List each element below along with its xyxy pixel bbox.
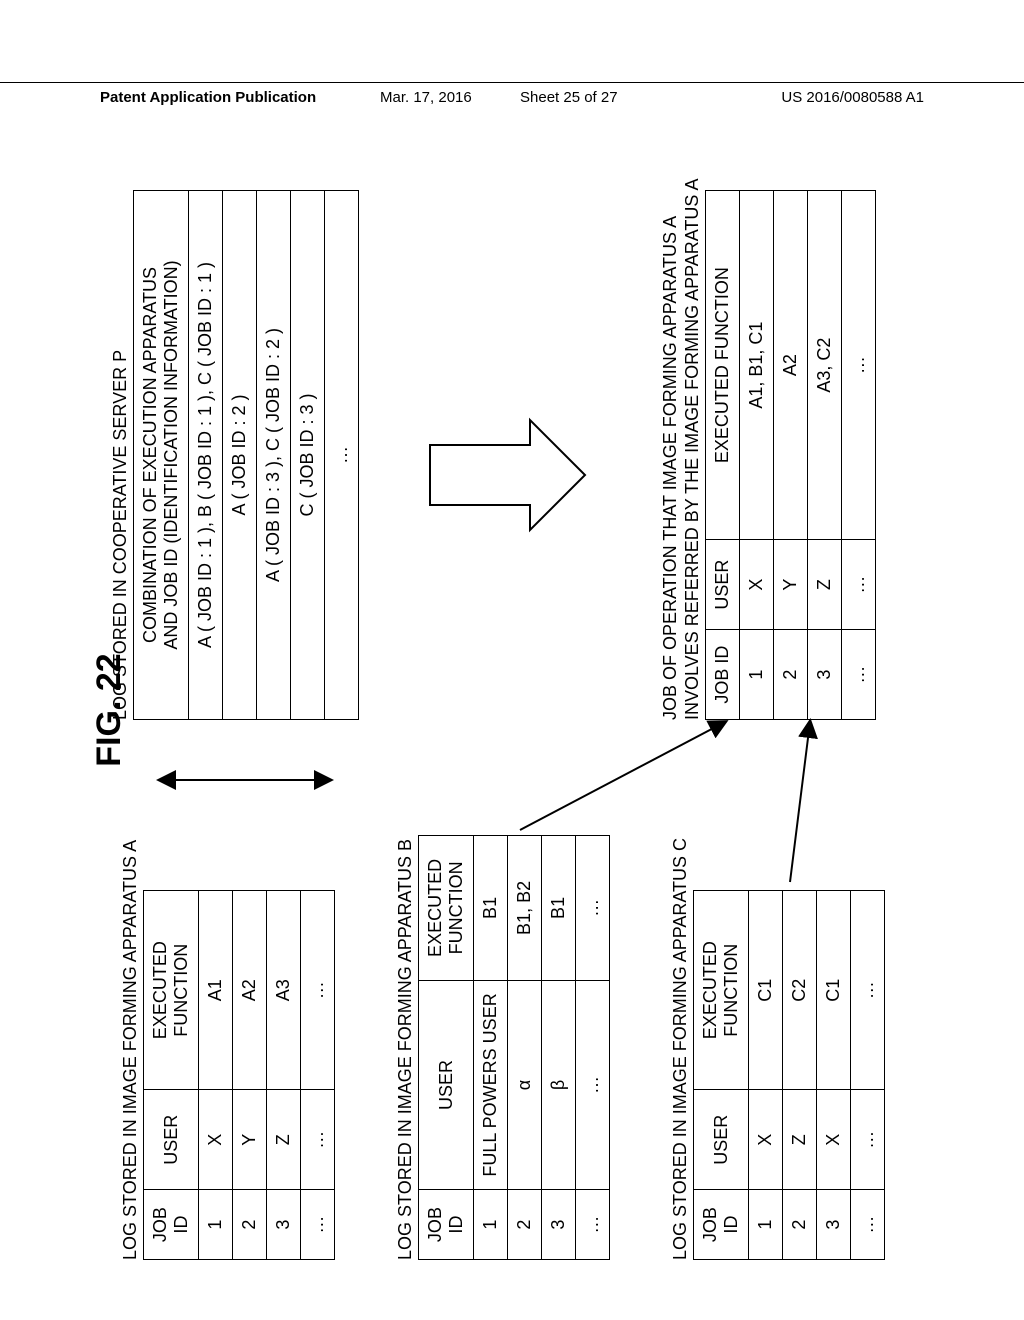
page: Patent Application Publication Mar. 17, …	[0, 0, 1024, 1320]
table-row: ………	[301, 891, 335, 1260]
block-apparatus-a: LOG STORED IN IMAGE FORMING APPARATUS A …	[120, 840, 335, 1260]
col-execfn: EXECUTED FUNCTION	[706, 191, 740, 540]
caption-p: LOG STORED IN COOPERATIVE SERVER P	[110, 190, 131, 720]
header-sheet: Sheet 25 of 27	[520, 89, 618, 106]
col-jobid: JOB ID	[419, 1190, 474, 1260]
table-row: ………	[842, 191, 876, 720]
table-header-row: JOB ID USER EXECUTED FUNCTION	[144, 891, 199, 1260]
rotated-figure: FIG. 22 LOG STORED IN IMAGE FORMING APPA…	[90, 160, 934, 1260]
header-pubno: US 2016/0080588 A1	[781, 89, 924, 106]
header-date: Mar. 17, 2016	[380, 89, 472, 106]
table-row: 1XA1	[199, 891, 233, 1260]
table-row: A ( JOB ID : 1 ), B ( JOB ID : 1 ), C ( …	[189, 191, 223, 720]
table-row: A ( JOB ID : 3 ), C ( JOB ID : 2 )	[257, 191, 291, 720]
figure-content: FIG. 22 LOG STORED IN IMAGE FORMING APPA…	[90, 160, 934, 1260]
table-row: ………	[576, 836, 610, 1260]
col-jobid: JOB ID	[144, 1190, 199, 1260]
table-apparatus-c: JOB ID USER EXECUTED FUNCTION 1XC1 2ZC2 …	[693, 890, 885, 1260]
page-header: Patent Application Publication Mar. 17, …	[0, 82, 1024, 87]
table-header-row: COMBINATION OF EXECUTION APPARATUS AND J…	[134, 191, 189, 720]
block-apparatus-b: LOG STORED IN IMAGE FORMING APPARATUS B …	[395, 835, 610, 1260]
table-server-p: COMBINATION OF EXECUTION APPARATUS AND J…	[133, 190, 359, 720]
col-user: USER	[419, 980, 474, 1189]
table-row: 1XA1, B1, C1	[740, 191, 774, 720]
block-apparatus-c: LOG STORED IN IMAGE FORMING APPARATUS C …	[670, 838, 885, 1260]
table-header-row: JOB ID USER EXECUTED FUNCTION	[694, 891, 749, 1260]
table-row: 2YA2	[774, 191, 808, 720]
col-execfn: EXECUTED FUNCTION	[694, 891, 749, 1090]
block-server-p: LOG STORED IN COOPERATIVE SERVER P COMBI…	[110, 190, 359, 720]
col-user: USER	[706, 540, 740, 630]
table-row: C ( JOB ID : 3 )	[291, 191, 325, 720]
col-jobid: JOB ID	[706, 630, 740, 720]
table-row: A ( JOB ID : 2 )	[223, 191, 257, 720]
caption-c: LOG STORED IN IMAGE FORMING APPARATUS C	[670, 838, 691, 1260]
caption-a: LOG STORED IN IMAGE FORMING APPARATUS A	[120, 840, 141, 1260]
table-row: 3ZA3, C2	[808, 191, 842, 720]
table-result-q: JOB ID USER EXECUTED FUNCTION 1XA1, B1, …	[705, 190, 876, 720]
table-row: …	[325, 191, 359, 720]
table-row: 2ZC2	[783, 891, 817, 1260]
table-apparatus-a: JOB ID USER EXECUTED FUNCTION 1XA1 2YA2 …	[143, 890, 335, 1260]
down-arrow-icon	[430, 420, 585, 530]
col-execfn: EXECUTED FUNCTION	[144, 891, 199, 1090]
col-execfn: EXECUTED FUNCTION	[419, 836, 474, 981]
table-row: 1FULL POWERS USERB1	[474, 836, 508, 1260]
header-publication: Patent Application Publication	[100, 89, 316, 106]
table-apparatus-b: JOB ID USER EXECUTED FUNCTION 1FULL POWE…	[418, 835, 610, 1260]
link-line-b	[520, 722, 725, 830]
caption-q: JOB OF OPERATION THAT IMAGE FORMING APPA…	[660, 179, 703, 720]
table-row: ………	[851, 891, 885, 1260]
col-user: USER	[144, 1090, 199, 1190]
col-jobid: JOB ID	[694, 1190, 749, 1260]
table-header-row: JOB ID USER EXECUTED FUNCTION	[706, 191, 740, 720]
col-combination: COMBINATION OF EXECUTION APPARATUS AND J…	[134, 191, 189, 720]
caption-b: LOG STORED IN IMAGE FORMING APPARATUS B	[395, 835, 416, 1260]
block-result-q: JOB OF OPERATION THAT IMAGE FORMING APPA…	[660, 179, 876, 720]
col-user: USER	[694, 1090, 749, 1190]
table-row: 2αB1, B2	[508, 836, 542, 1260]
table-row: 1XC1	[749, 891, 783, 1260]
table-row: 3ZA3	[267, 891, 301, 1260]
table-row: 3βB1	[542, 836, 576, 1260]
table-row: 2YA2	[233, 891, 267, 1260]
table-row: 3XC1	[817, 891, 851, 1260]
table-header-row: JOB ID USER EXECUTED FUNCTION	[419, 836, 474, 1260]
